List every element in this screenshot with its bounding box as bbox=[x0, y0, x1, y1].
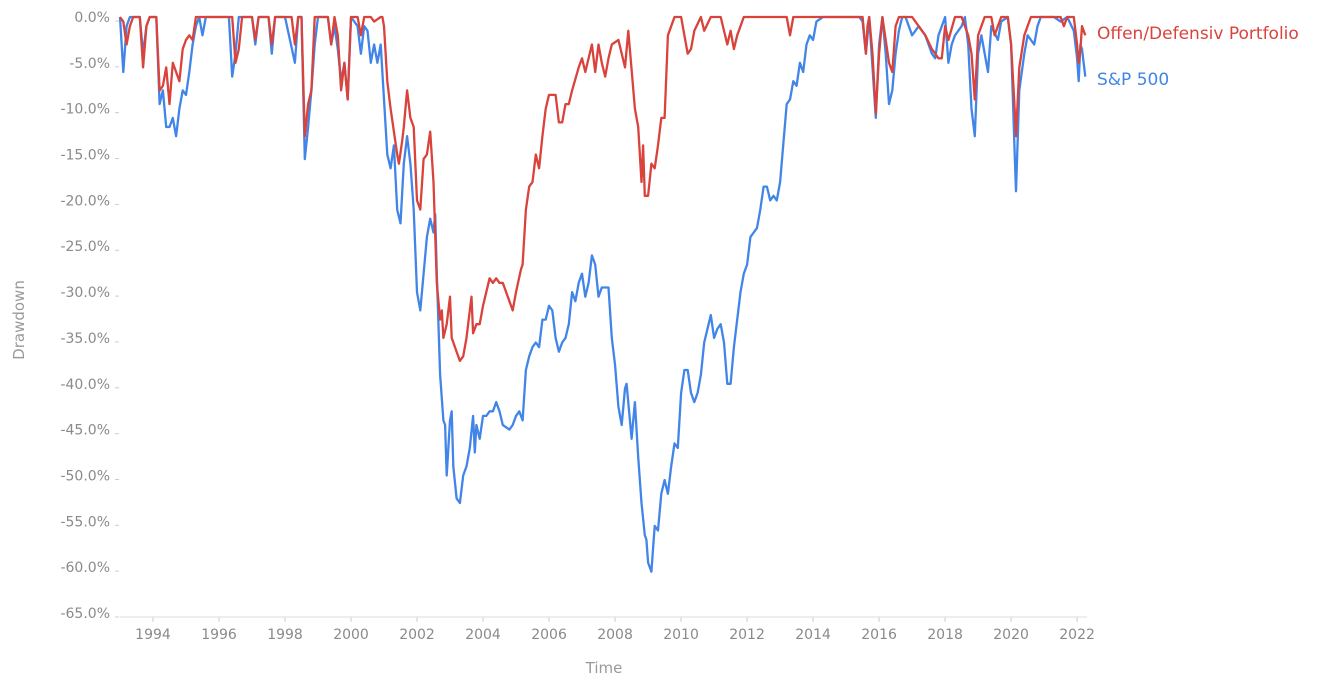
series-label-sp500: S&P 500 bbox=[1097, 70, 1169, 90]
y-tick-label: 0.0% bbox=[74, 10, 110, 26]
y-tick-label: -65.0% bbox=[60, 606, 110, 622]
y-tick-label: -50.0% bbox=[60, 468, 110, 484]
y-axis-title: Drawdown bbox=[10, 280, 28, 360]
x-tick-label: 2008 bbox=[597, 627, 633, 643]
y-tick-label: -40.0% bbox=[60, 377, 110, 393]
x-tick-label: 2004 bbox=[465, 627, 501, 643]
x-tick-label: 1996 bbox=[201, 627, 237, 643]
x-tick-label: 2006 bbox=[531, 627, 567, 643]
x-tick-label: 1998 bbox=[267, 627, 303, 643]
x-tick-label: 2000 bbox=[333, 627, 369, 643]
series-group: Offen/Defensiv Portfolio S&P 500 bbox=[118, 15, 1299, 573]
x-tick-label: 2012 bbox=[729, 627, 765, 643]
y-tick-label: -30.0% bbox=[60, 285, 110, 301]
y-tick-label: -20.0% bbox=[60, 193, 110, 209]
y-tick-label: -45.0% bbox=[60, 423, 110, 439]
y-tick-label: -5.0% bbox=[69, 56, 110, 72]
x-tick-label: 2016 bbox=[861, 627, 897, 643]
x-tick-label: 2002 bbox=[399, 627, 435, 643]
y-tick-label: -60.0% bbox=[60, 560, 110, 576]
series-line-portfolio bbox=[119, 15, 1087, 362]
y-tick-label: -55.0% bbox=[60, 514, 110, 530]
x-tick-label: 1994 bbox=[135, 627, 171, 643]
x-tick-label: 2020 bbox=[993, 627, 1029, 643]
x-tick-label: 2018 bbox=[927, 627, 963, 643]
x-tick-label: 2014 bbox=[795, 627, 831, 643]
x-axis-title: Time bbox=[585, 659, 623, 677]
y-tick-label: -35.0% bbox=[60, 331, 110, 347]
y-tick-label: -10.0% bbox=[60, 102, 110, 118]
x-tick-label: 2022 bbox=[1059, 627, 1095, 643]
y-tick-label: -15.0% bbox=[60, 148, 110, 164]
y-tick-label: -25.0% bbox=[60, 239, 110, 255]
y-axis: 0.0% -5.0% -10.0% -15.0% -20.0% -25.0% -30.0% -… bbox=[60, 10, 119, 622]
series-line-sp500 bbox=[118, 15, 1087, 573]
series-label-portfolio: Offen/Defensiv Portfolio bbox=[1097, 24, 1299, 44]
x-tick-label: 2010 bbox=[663, 627, 699, 643]
x-axis: 1994 1996 1998 2000 2002 2004 2006 2008 2010 2012… bbox=[135, 617, 1095, 643]
